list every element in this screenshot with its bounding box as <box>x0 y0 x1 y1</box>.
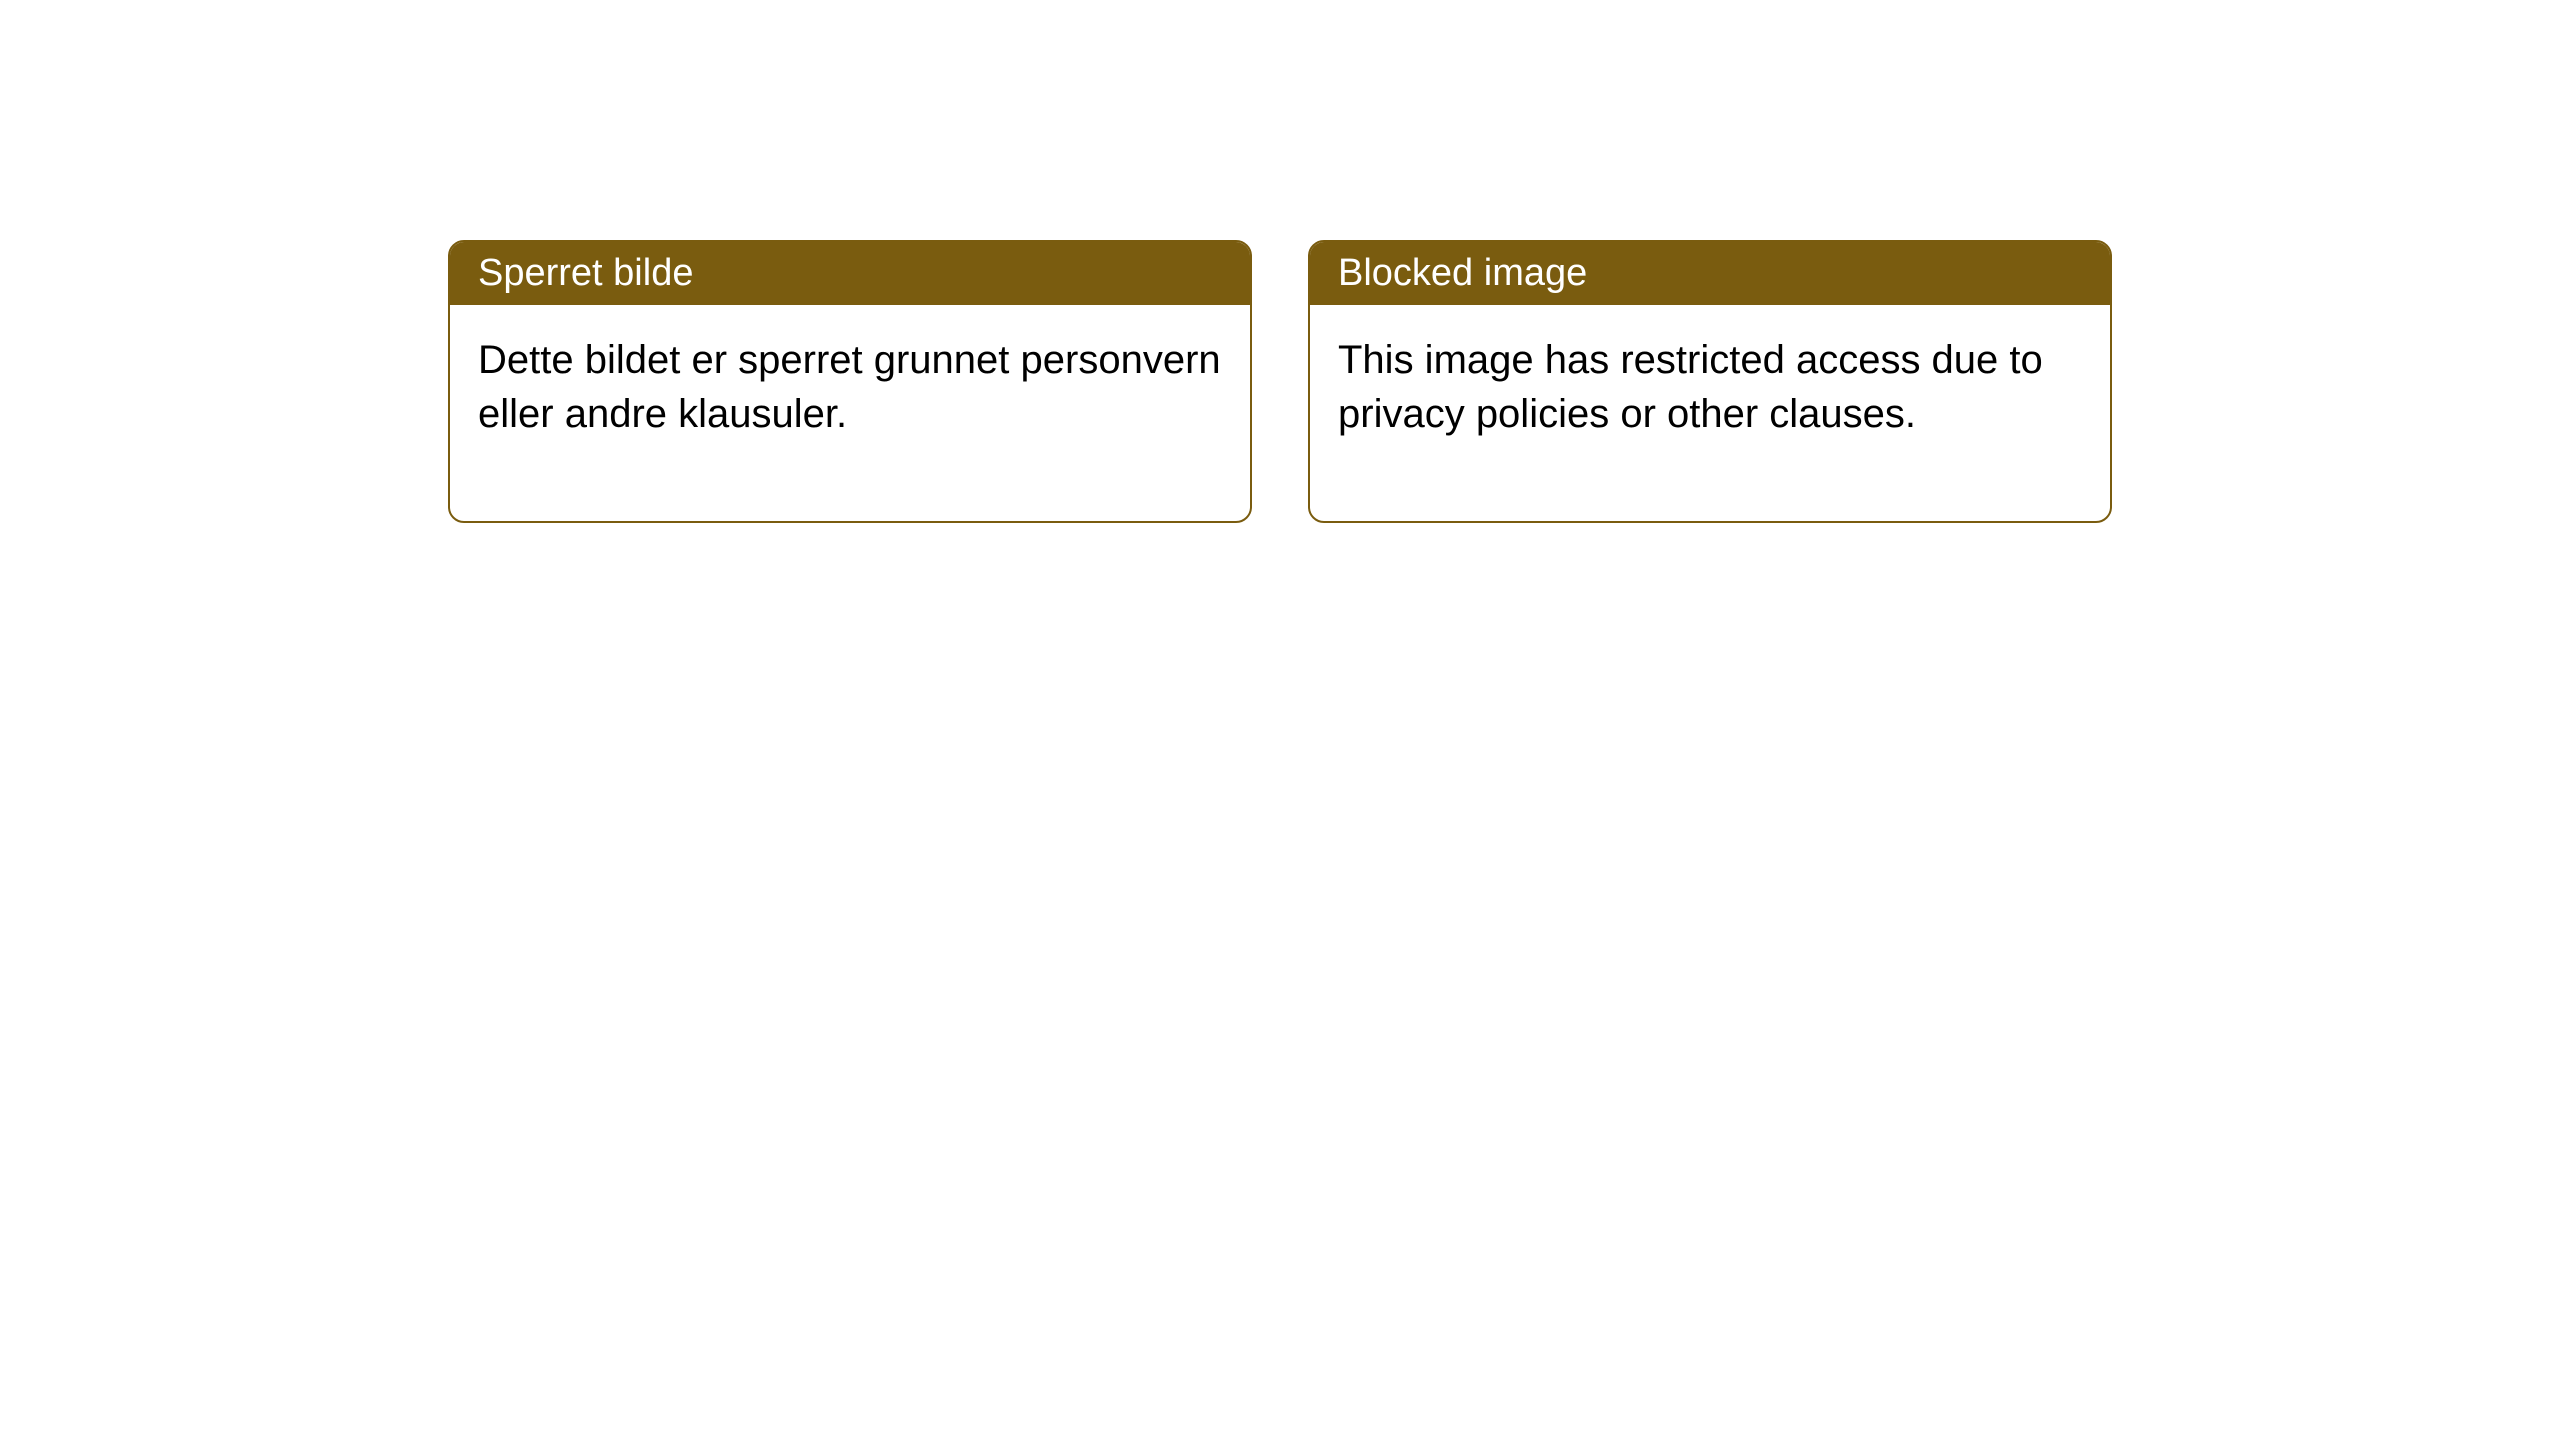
notice-card-norwegian: Sperret bilde Dette bildet er sperret gr… <box>448 240 1252 523</box>
card-body-text: Dette bildet er sperret grunnet personve… <box>478 338 1221 436</box>
card-header: Sperret bilde <box>450 242 1250 305</box>
card-body-text: This image has restricted access due to … <box>1338 338 2043 436</box>
card-header: Blocked image <box>1310 242 2110 305</box>
card-body: Dette bildet er sperret grunnet personve… <box>450 305 1250 521</box>
notice-card-english: Blocked image This image has restricted … <box>1308 240 2112 523</box>
notice-cards-container: Sperret bilde Dette bildet er sperret gr… <box>448 240 2112 523</box>
card-body: This image has restricted access due to … <box>1310 305 2110 521</box>
card-title: Blocked image <box>1338 252 1587 294</box>
card-title: Sperret bilde <box>478 252 693 294</box>
